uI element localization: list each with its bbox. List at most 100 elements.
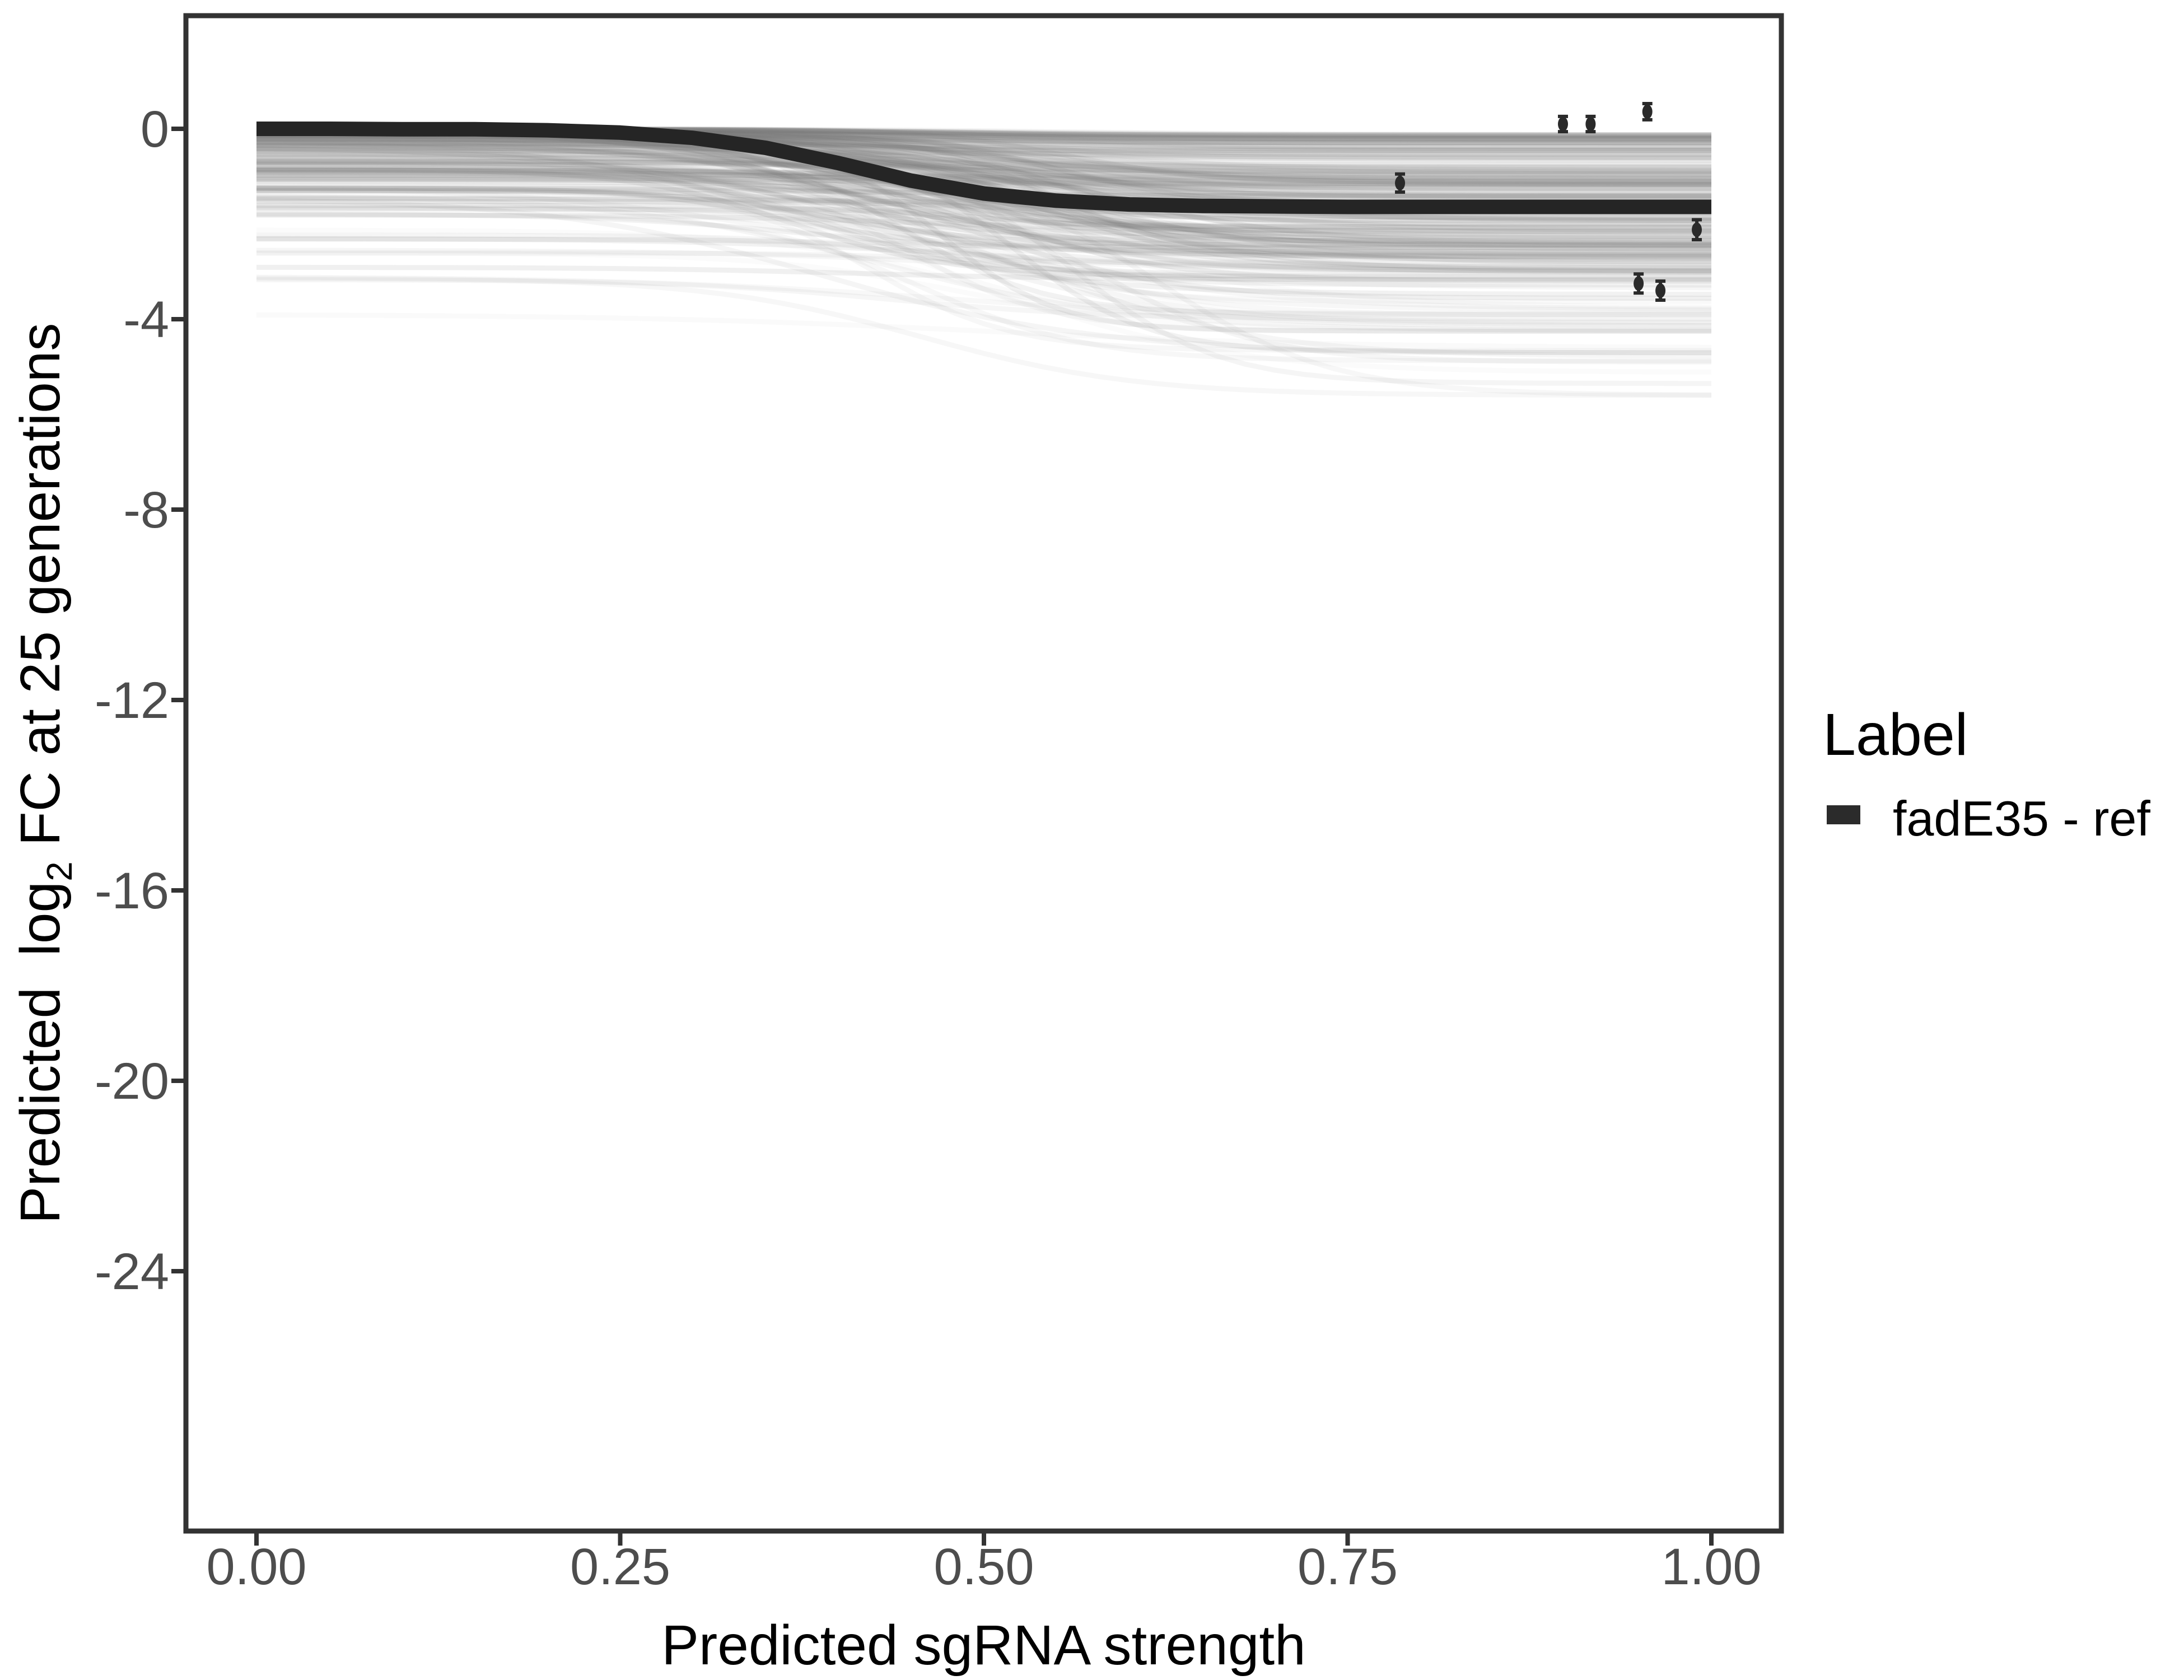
ensemble-curve	[256, 188, 1711, 288]
ensemble-curve	[256, 176, 1711, 188]
ensemble-curve	[256, 165, 1712, 248]
ensemble-curve	[256, 205, 1712, 312]
ensemble-curve	[256, 136, 1711, 153]
ensemble-curve	[256, 155, 1711, 191]
x-tick-label: 0.00	[206, 1538, 306, 1595]
ensemble-curve	[256, 176, 1711, 235]
ensemble-curve	[256, 185, 1711, 273]
y-tick-label: 0	[141, 101, 169, 158]
x-tick-label: 0.50	[934, 1538, 1034, 1595]
y-tick-label: -24	[95, 1243, 169, 1300]
legend-title: Label	[1823, 702, 1968, 768]
ensemble-curve	[256, 172, 1711, 273]
ensemble-curve	[256, 175, 1711, 186]
ensemble-curve	[256, 135, 1711, 264]
ensemble-curve	[256, 236, 1711, 251]
ensemble-curve	[256, 277, 1711, 322]
ensemble-curve	[256, 136, 1711, 156]
y-axis: 0 -4 -8 -12 -16 -20 -24	[95, 101, 184, 1300]
ensemble-curve	[256, 139, 1712, 235]
y-tick-label: -20	[95, 1053, 169, 1110]
y-tick-label: -8	[123, 482, 169, 539]
ensemble-curve	[256, 312, 1712, 350]
ensemble-curve	[256, 170, 1711, 240]
data-point	[1395, 175, 1406, 190]
ensemble-curve	[256, 189, 1711, 255]
pointrange	[1558, 114, 1569, 134]
ensemble-curve	[256, 158, 1711, 176]
ref-curve-line	[256, 122, 1711, 214]
pointrange	[1395, 172, 1406, 194]
pointrange	[1655, 279, 1666, 302]
ensemble-curve	[256, 142, 1711, 158]
ensemble-curve	[256, 141, 1711, 153]
x-axis-title: Predicted sgRNA strength	[661, 1614, 1306, 1677]
data-points-layer	[1395, 101, 1702, 302]
ensemble-curve	[256, 138, 1711, 191]
y-axis-title: Predicted log2 FC at 25 generations	[9, 323, 80, 1224]
ensemble-curve	[256, 148, 1711, 160]
ensemble-curve	[256, 161, 1711, 189]
ensemble-curve	[256, 202, 1711, 235]
ensemble-curve	[256, 250, 1711, 266]
y-tick-label: -12	[95, 672, 169, 729]
x-axis: 0.00 0.25 0.50 0.75 1.00	[206, 1533, 1762, 1595]
ensemble-curve	[256, 274, 1712, 328]
ensemble-curve	[256, 142, 1711, 282]
ensemble-curve	[256, 134, 1712, 222]
data-point	[1634, 276, 1644, 291]
ensemble-curve	[256, 140, 1711, 152]
ensemble-curve	[256, 136, 1712, 223]
ensemble-curve	[256, 194, 1712, 333]
ensemble-curve	[256, 155, 1712, 184]
data-point	[1585, 116, 1596, 132]
ensemble-curve	[256, 167, 1711, 180]
ensemble-curve	[256, 134, 1711, 146]
ensemble-curve	[256, 145, 1711, 195]
ensemble-curve	[256, 204, 1712, 359]
y-tick-label: -16	[95, 862, 169, 920]
ensemble-curve	[256, 159, 1711, 172]
ensemble-curve	[256, 145, 1711, 198]
ensemble-curve	[256, 206, 1711, 269]
legend-item-label: fadE35 - ref	[1893, 791, 2150, 846]
ensemble-curve	[256, 172, 1711, 185]
ensemble-curve	[256, 150, 1711, 386]
pointrange	[1585, 114, 1596, 134]
ensemble-curve	[256, 139, 1711, 297]
ensemble-curve	[256, 143, 1711, 178]
ensemble-curve	[256, 137, 1712, 177]
ensemble-curve	[256, 236, 1712, 274]
ensemble-curve	[256, 134, 1711, 146]
ensemble-curve	[256, 136, 1712, 260]
y-tick-label: -4	[123, 291, 169, 348]
ensemble-curve	[256, 133, 1711, 175]
ensemble-curve	[256, 212, 1711, 363]
ensemble-curve	[256, 141, 1711, 355]
ensemble-curve	[256, 236, 1711, 318]
x-tick-label: 1.00	[1661, 1538, 1761, 1595]
ensemble-curve	[256, 141, 1711, 199]
ensemble-curve	[256, 157, 1711, 259]
ensemble-curve	[256, 150, 1711, 174]
ensemble-curve	[256, 206, 1711, 220]
ensemble-curve	[256, 158, 1711, 171]
ensemble-curve	[256, 147, 1711, 259]
legend: Label fadE35 - ref	[1823, 702, 2150, 846]
ensemble-curve	[256, 167, 1711, 279]
ensemble-curve	[256, 144, 1711, 274]
ensemble-curve	[256, 136, 1711, 230]
ensemble-curve	[256, 211, 1711, 255]
ensemble-curve	[256, 146, 1711, 157]
y-axis-title-pre: Predicted log	[9, 881, 72, 1224]
y-axis-title-post: FC at 25 generations	[9, 323, 72, 862]
x-tick-label: 0.75	[1298, 1538, 1398, 1595]
ensemble-curve	[256, 168, 1711, 334]
ensemble-curve	[256, 139, 1712, 241]
legend-key-swatch	[1827, 805, 1860, 824]
ensemble-curve	[256, 195, 1711, 230]
ensemble-curve	[256, 160, 1712, 180]
ensemble-curve	[256, 146, 1712, 251]
